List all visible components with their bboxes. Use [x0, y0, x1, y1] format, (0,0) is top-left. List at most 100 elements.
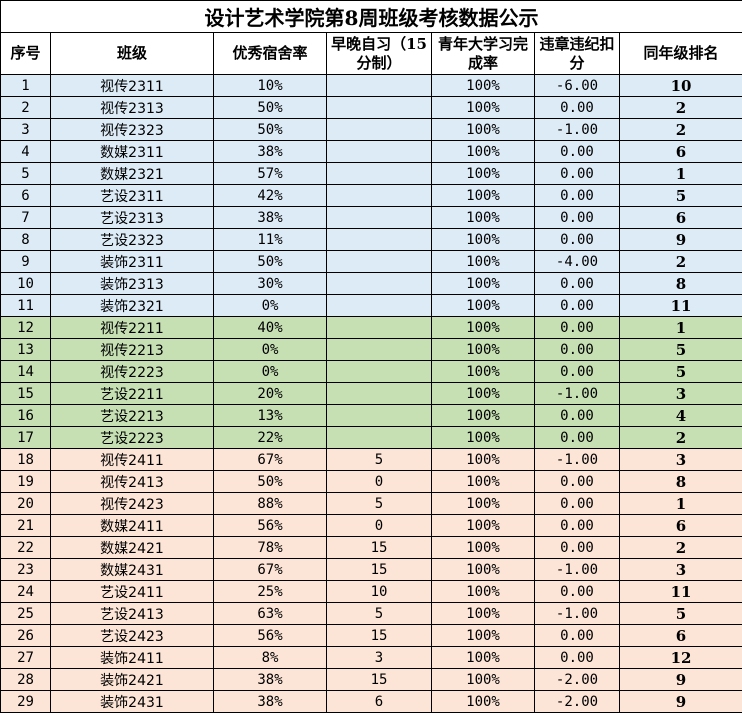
col-youth-study-cell[interactable]: 100%: [431, 118, 535, 141]
col-rank-cell[interactable]: 1: [618, 492, 742, 515]
col-dorm-rate-cell[interactable]: 20%: [213, 382, 327, 405]
col-deduction-cell[interactable]: 0.00: [534, 338, 620, 361]
col-deduction-cell[interactable]: -2.00: [534, 690, 620, 713]
col-rank-cell[interactable]: 6: [618, 140, 742, 163]
col-youth-study-cell[interactable]: 100%: [431, 360, 535, 383]
col-rank-cell[interactable]: 9: [618, 668, 742, 691]
col-index-cell[interactable]: 21: [0, 514, 51, 537]
col-self-study-cell[interactable]: 5: [326, 602, 432, 625]
col-index-cell[interactable]: 2: [0, 96, 51, 119]
col-youth-study-cell[interactable]: 100%: [431, 602, 535, 625]
header-col-deduction[interactable]: 违章违纪扣分: [534, 32, 620, 75]
col-index-cell[interactable]: 26: [0, 624, 51, 647]
col-self-study-cell[interactable]: 15: [326, 558, 432, 581]
col-dorm-rate-cell[interactable]: 30%: [213, 272, 327, 295]
col-self-study-cell[interactable]: 0: [326, 470, 432, 493]
col-class-cell[interactable]: 视传2211: [50, 316, 214, 339]
col-dorm-rate-cell[interactable]: 50%: [213, 250, 327, 273]
col-youth-study-cell[interactable]: 100%: [431, 382, 535, 405]
col-deduction-cell[interactable]: 0.00: [534, 360, 620, 383]
col-class-cell[interactable]: 视传2413: [50, 470, 214, 493]
col-rank-cell[interactable]: 10: [618, 74, 742, 97]
col-dorm-rate-cell[interactable]: 22%: [213, 426, 327, 449]
col-youth-study-cell[interactable]: 100%: [431, 96, 535, 119]
col-class-cell[interactable]: 装饰2421: [50, 668, 214, 691]
col-self-study-cell[interactable]: [326, 294, 432, 317]
col-youth-study-cell[interactable]: 100%: [431, 690, 535, 713]
col-index-cell[interactable]: 3: [0, 118, 51, 141]
col-rank-cell[interactable]: 5: [618, 602, 742, 625]
col-deduction-cell[interactable]: 0.00: [534, 184, 620, 207]
col-self-study-cell[interactable]: [326, 162, 432, 185]
col-youth-study-cell[interactable]: 100%: [431, 514, 535, 537]
col-class-cell[interactable]: 视传2411: [50, 448, 214, 471]
col-deduction-cell[interactable]: -4.00: [534, 250, 620, 273]
col-rank-cell[interactable]: 8: [618, 272, 742, 295]
col-self-study-cell[interactable]: 5: [326, 492, 432, 515]
col-youth-study-cell[interactable]: 100%: [431, 646, 535, 669]
col-self-study-cell[interactable]: 3: [326, 646, 432, 669]
col-deduction-cell[interactable]: -6.00: [534, 74, 620, 97]
col-self-study-cell[interactable]: [326, 118, 432, 141]
col-deduction-cell[interactable]: -1.00: [534, 382, 620, 405]
col-index-cell[interactable]: 24: [0, 580, 51, 603]
col-self-study-cell[interactable]: 0: [326, 514, 432, 537]
col-class-cell[interactable]: 视传2213: [50, 338, 214, 361]
col-self-study-cell[interactable]: 15: [326, 536, 432, 559]
col-dorm-rate-cell[interactable]: 11%: [213, 228, 327, 251]
col-self-study-cell[interactable]: [326, 426, 432, 449]
col-dorm-rate-cell[interactable]: 0%: [213, 294, 327, 317]
col-deduction-cell[interactable]: 0.00: [534, 206, 620, 229]
col-deduction-cell[interactable]: 0.00: [534, 580, 620, 603]
col-self-study-cell[interactable]: 15: [326, 668, 432, 691]
col-youth-study-cell[interactable]: 100%: [431, 74, 535, 97]
col-class-cell[interactable]: 数媒2311: [50, 140, 214, 163]
col-dorm-rate-cell[interactable]: 78%: [213, 536, 327, 559]
col-class-cell[interactable]: 数媒2321: [50, 162, 214, 185]
col-self-study-cell[interactable]: [326, 404, 432, 427]
col-youth-study-cell[interactable]: 100%: [431, 536, 535, 559]
col-youth-study-cell[interactable]: 100%: [431, 250, 535, 273]
col-class-cell[interactable]: 艺设2423: [50, 624, 214, 647]
col-dorm-rate-cell[interactable]: 50%: [213, 96, 327, 119]
col-index-cell[interactable]: 12: [0, 316, 51, 339]
col-youth-study-cell[interactable]: 100%: [431, 426, 535, 449]
col-rank-cell[interactable]: 11: [618, 294, 742, 317]
col-index-cell[interactable]: 25: [0, 602, 51, 625]
col-youth-study-cell[interactable]: 100%: [431, 316, 535, 339]
col-class-cell[interactable]: 视传2223: [50, 360, 214, 383]
col-youth-study-cell[interactable]: 100%: [431, 272, 535, 295]
col-dorm-rate-cell[interactable]: 56%: [213, 624, 327, 647]
col-index-cell[interactable]: 8: [0, 228, 51, 251]
col-index-cell[interactable]: 4: [0, 140, 51, 163]
col-class-cell[interactable]: 视传2323: [50, 118, 214, 141]
col-index-cell[interactable]: 20: [0, 492, 51, 515]
col-self-study-cell[interactable]: 15: [326, 624, 432, 647]
col-youth-study-cell[interactable]: 100%: [431, 470, 535, 493]
col-rank-cell[interactable]: 12: [618, 646, 742, 669]
col-youth-study-cell[interactable]: 100%: [431, 206, 535, 229]
col-rank-cell[interactable]: 3: [618, 382, 742, 405]
col-index-cell[interactable]: 14: [0, 360, 51, 383]
col-index-cell[interactable]: 19: [0, 470, 51, 493]
col-index-cell[interactable]: 11: [0, 294, 51, 317]
header-col-dorm-rate[interactable]: 优秀宿舍率: [213, 32, 327, 75]
col-rank-cell[interactable]: 5: [618, 338, 742, 361]
col-youth-study-cell[interactable]: 100%: [431, 162, 535, 185]
col-class-cell[interactable]: 数媒2421: [50, 536, 214, 559]
col-rank-cell[interactable]: 5: [618, 360, 742, 383]
col-rank-cell[interactable]: 1: [618, 162, 742, 185]
col-self-study-cell[interactable]: [326, 140, 432, 163]
col-class-cell[interactable]: 装饰2411: [50, 646, 214, 669]
col-index-cell[interactable]: 5: [0, 162, 51, 185]
col-class-cell[interactable]: 艺设2323: [50, 228, 214, 251]
col-deduction-cell[interactable]: 0.00: [534, 492, 620, 515]
col-deduction-cell[interactable]: 0.00: [534, 228, 620, 251]
col-youth-study-cell[interactable]: 100%: [431, 294, 535, 317]
col-self-study-cell[interactable]: [326, 382, 432, 405]
col-dorm-rate-cell[interactable]: 38%: [213, 206, 327, 229]
col-dorm-rate-cell[interactable]: 40%: [213, 316, 327, 339]
col-dorm-rate-cell[interactable]: 13%: [213, 404, 327, 427]
header-col-index[interactable]: 序号: [0, 32, 51, 75]
col-deduction-cell[interactable]: 0.00: [534, 316, 620, 339]
